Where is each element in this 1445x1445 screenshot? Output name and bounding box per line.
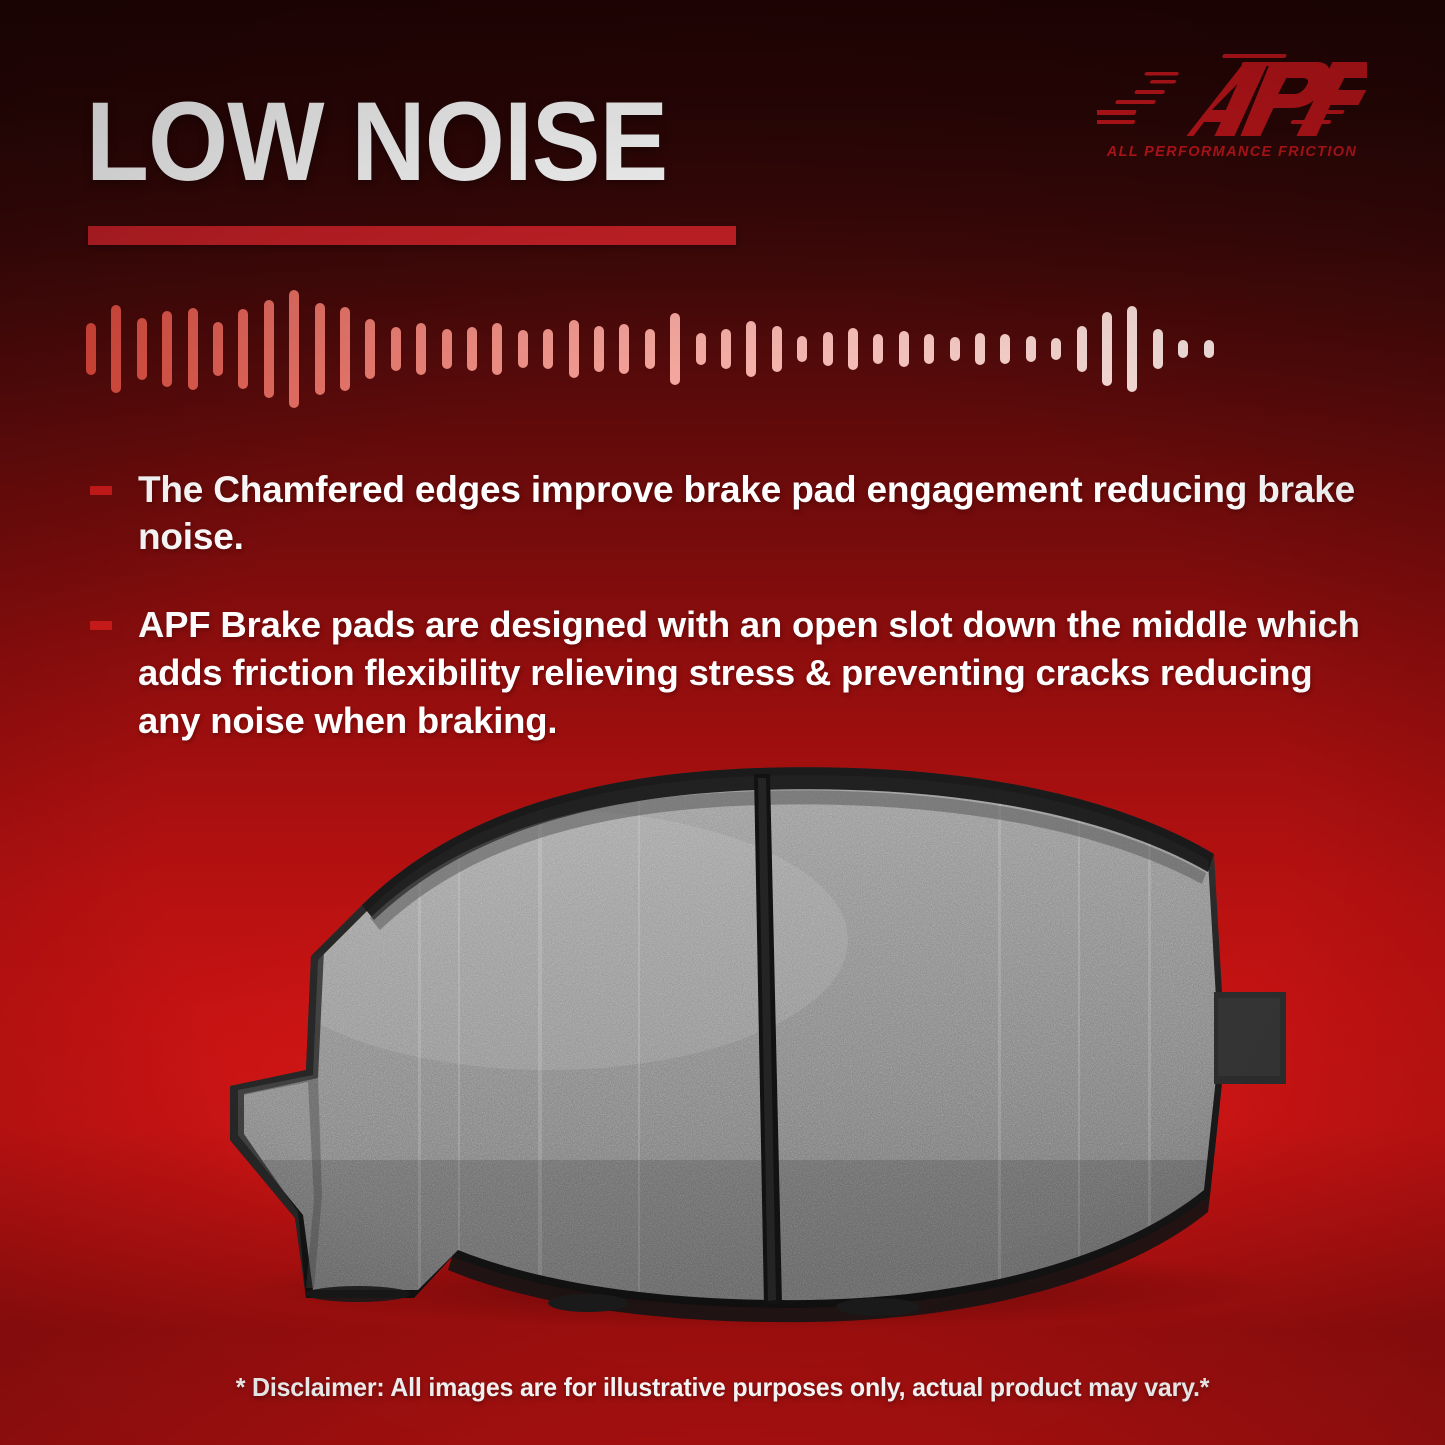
waveform-bar	[238, 309, 249, 389]
waveform-bar	[746, 321, 757, 377]
waveform-bar	[721, 329, 731, 369]
bullet-text: The Chamfered edges improve brake pad en…	[138, 469, 1355, 558]
waveform-bar	[949, 337, 960, 361]
waveform-bar	[822, 332, 833, 366]
audio-waveform-icon	[86, 288, 1231, 410]
waveform-bar	[416, 323, 427, 375]
waveform-bar	[263, 300, 274, 398]
waveform-bar	[441, 329, 452, 369]
waveform-bar	[848, 328, 858, 370]
waveform-bar	[898, 331, 909, 367]
list-item: APF Brake pads are designed with an open…	[86, 601, 1376, 746]
waveform-bar	[1000, 334, 1011, 364]
waveform-bar	[771, 326, 782, 372]
waveform-bar	[543, 329, 554, 369]
dash-marker-icon	[90, 486, 112, 495]
waveform-bar	[670, 313, 681, 385]
waveform-bar	[1102, 312, 1112, 386]
title-underline-bar	[88, 226, 736, 245]
waveform-bar	[975, 333, 985, 365]
waveform-bar	[340, 307, 350, 391]
waveform-bar	[1203, 340, 1214, 358]
list-item: The Chamfered edges improve brake pad en…	[86, 466, 1376, 561]
waveform-bar	[644, 329, 655, 369]
waveform-bar	[1051, 338, 1062, 360]
waveform-bar	[390, 327, 401, 371]
waveform-bar	[924, 334, 935, 364]
dash-marker-icon	[90, 620, 112, 630]
waveform-bar	[162, 311, 173, 387]
apf-logo-tagline: ALL PERFORMANCE FRICTION	[1106, 144, 1358, 160]
feature-bullet-list: The Chamfered edges improve brake pad en…	[86, 466, 1376, 745]
bullet-text: APF Brake pads are designed with an open…	[138, 603, 1360, 742]
waveform-bar	[187, 308, 198, 390]
waveform-bar	[213, 322, 223, 376]
waveform-bar	[695, 333, 706, 365]
brake-pad-illustration	[230, 767, 1286, 1330]
waveform-bar	[1127, 306, 1138, 392]
waveform-bar	[797, 336, 808, 362]
page-title: LOW NOISE	[86, 79, 668, 204]
waveform-bar	[136, 318, 147, 380]
waveform-bar	[568, 320, 579, 378]
waveform-bar	[365, 319, 376, 379]
waveform-bar	[619, 324, 630, 374]
waveform-bar	[86, 323, 96, 375]
waveform-bar	[111, 305, 122, 393]
waveform-bar	[289, 290, 300, 408]
waveform-bar	[1025, 336, 1036, 362]
waveform-bar	[517, 330, 528, 368]
disclaimer-text: * Disclaimer: All images are for illustr…	[235, 1372, 1210, 1402]
brake-pad-image	[118, 760, 1288, 1330]
waveform-bar	[314, 303, 325, 395]
waveform-bar	[467, 327, 477, 371]
waveform-bar	[1152, 329, 1163, 369]
waveform-bar	[492, 323, 503, 375]
apf-logo[interactable]: ALL PERFORMANCE FRICTION	[1097, 48, 1367, 174]
waveform-bar	[1076, 326, 1087, 372]
waveform-bar	[594, 326, 604, 372]
waveform-bar	[1178, 340, 1189, 358]
waveform-bar	[873, 334, 884, 364]
apf-logo-mark	[1097, 54, 1367, 136]
